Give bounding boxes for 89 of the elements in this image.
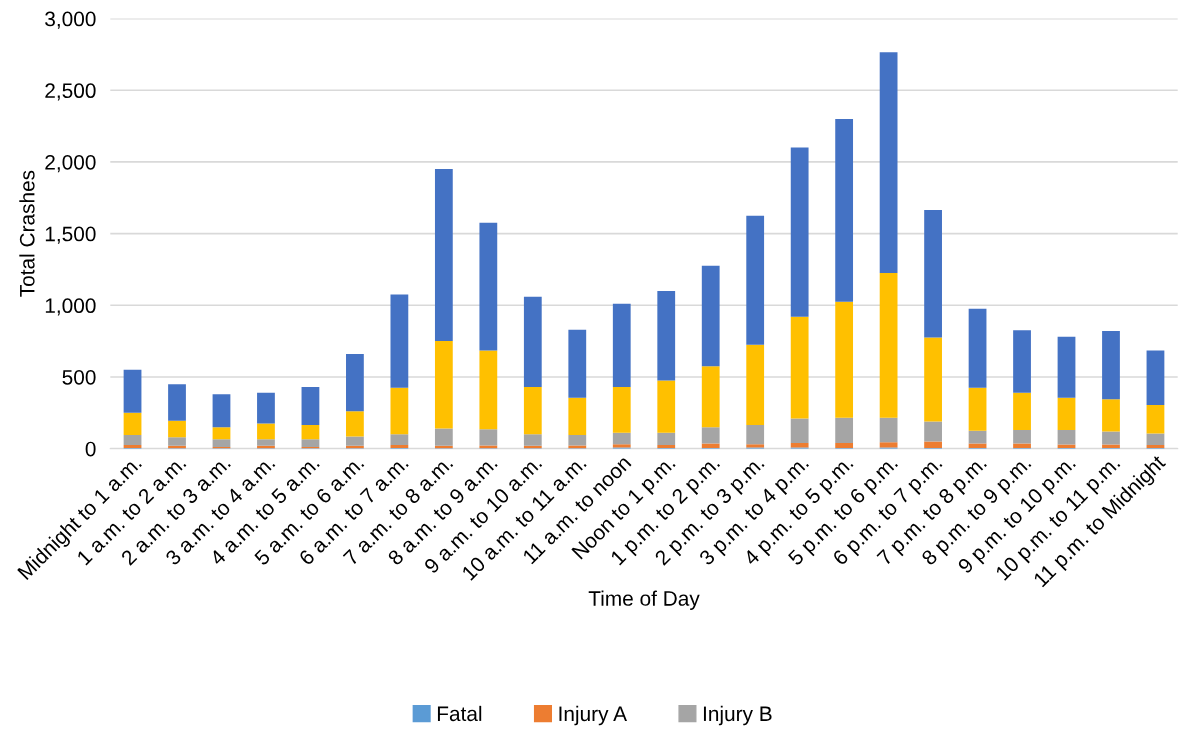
y-tick-label: 2,500: [45, 83, 96, 101]
bar: [168, 437, 186, 446]
bar: [123, 369, 142, 413]
bar: [212, 427, 231, 440]
bar: [1102, 431, 1120, 445]
bar: [390, 387, 409, 435]
bar: [701, 265, 720, 367]
bar: [1013, 430, 1031, 444]
bar: [346, 436, 364, 446]
bar: [434, 169, 453, 342]
bar: [523, 386, 542, 435]
legend-label: Injury A: [559, 705, 627, 726]
legend-label: Fatal: [437, 705, 482, 722]
bar: [212, 439, 231, 447]
bar: [879, 52, 898, 274]
bar: [657, 432, 676, 446]
bar: [523, 434, 542, 446]
y-tick-label: 500: [62, 369, 96, 385]
bar: [301, 439, 320, 447]
bar: [434, 428, 453, 446]
bar: [1146, 433, 1165, 446]
bar: [879, 417, 898, 443]
legend-label: Injury B: [703, 705, 772, 726]
bar: [612, 386, 631, 433]
bar: [390, 294, 409, 388]
y-tick-label: 2,000: [45, 154, 96, 173]
bar: [612, 432, 631, 445]
bar: [257, 423, 275, 440]
bar: [257, 392, 275, 424]
bar: [212, 394, 231, 428]
x-axis-title: Time of Day: [588, 590, 700, 610]
bar: [434, 341, 453, 429]
bar: [835, 442, 854, 448]
bar: [1102, 331, 1120, 400]
bar: [790, 147, 809, 317]
bar: [879, 273, 898, 418]
y-tick-label: 1,500: [45, 226, 96, 244]
bar: [924, 441, 942, 448]
bar: [657, 290, 676, 381]
bar: [568, 435, 587, 446]
bar: [1057, 430, 1076, 445]
bar: [879, 442, 898, 448]
bar: [1013, 330, 1031, 393]
bar: [123, 412, 142, 436]
bar: [746, 344, 765, 425]
bar: [523, 296, 542, 387]
bar: [701, 443, 720, 448]
bar: [257, 439, 275, 446]
bar: [1013, 443, 1031, 448]
y-tick-label: 1,000: [45, 298, 96, 316]
bar: [924, 209, 942, 338]
bar: [701, 427, 720, 444]
y-axis-title: Total Crashes: [19, 170, 35, 297]
bar: [1102, 399, 1120, 432]
bar: [479, 222, 498, 351]
bar: [968, 430, 987, 444]
bar: [924, 421, 942, 442]
bar: [301, 386, 320, 425]
bar: [568, 329, 587, 398]
bar: [790, 418, 809, 443]
bar: [168, 384, 186, 421]
bar: [835, 301, 854, 418]
bar: [657, 380, 676, 433]
bar: [123, 435, 142, 446]
bar: [835, 417, 854, 443]
y-tick-label: 3,000: [45, 11, 96, 29]
bar: [390, 434, 409, 446]
bar: [1013, 392, 1031, 430]
y-tick-label: 0: [85, 441, 96, 457]
bar: [924, 337, 942, 422]
bar: [479, 429, 498, 446]
bar: [479, 350, 498, 430]
bar: [346, 354, 364, 412]
bar: [746, 424, 765, 445]
bar: [790, 316, 809, 419]
bar: [1146, 350, 1165, 405]
bar: [612, 303, 631, 387]
bar: [568, 397, 587, 436]
bar: [701, 366, 720, 428]
bar: [1057, 397, 1076, 430]
bar: [968, 308, 987, 388]
bar: [346, 411, 364, 437]
bar: [301, 424, 320, 440]
bar: [1146, 404, 1165, 434]
bar: [168, 420, 186, 438]
bar: [1057, 336, 1076, 398]
bar: [968, 387, 987, 431]
bar: [835, 118, 854, 302]
bar: [746, 215, 765, 345]
